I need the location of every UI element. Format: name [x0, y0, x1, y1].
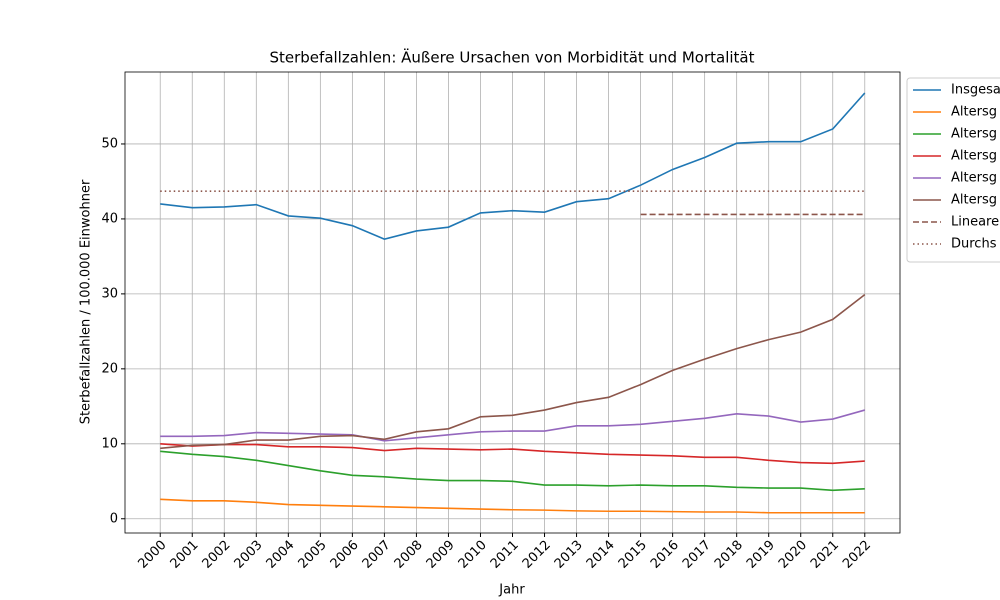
series-line [160, 409, 865, 442]
plot-frame [124, 71, 901, 534]
series-line [160, 92, 866, 241]
chart-title: Sterbefallzahlen: Äußere Ursachen von Mo… [269, 48, 754, 67]
y-tick-label: 30 [101, 286, 118, 301]
legend-label: Altersg [951, 149, 997, 164]
legend-label: Altersg [951, 171, 997, 186]
y-tick-label: 20 [101, 361, 118, 376]
legend-label: Insgesa [951, 83, 1000, 98]
legend-box [906, 77, 1000, 263]
y-tick-label: 0 [110, 511, 118, 526]
series-line [160, 498, 865, 514]
legend-label: Altersg [951, 105, 997, 120]
series-line [160, 450, 865, 492]
legend-label: Altersg [951, 193, 997, 208]
y-axis-label: Sterbefallzahlen / 100.000 Einwohner [79, 179, 94, 424]
x-axis-label: Jahr [498, 583, 525, 598]
legend-label: Altersg [951, 127, 997, 142]
legend-label: Durchs [951, 237, 997, 252]
legend-label: Lineare [951, 215, 999, 230]
series-line [160, 442, 865, 465]
y-tick-label: 50 [101, 136, 118, 151]
series-line [160, 293, 866, 450]
y-tick-label: 10 [101, 436, 118, 451]
y-tick-label: 40 [101, 211, 118, 226]
